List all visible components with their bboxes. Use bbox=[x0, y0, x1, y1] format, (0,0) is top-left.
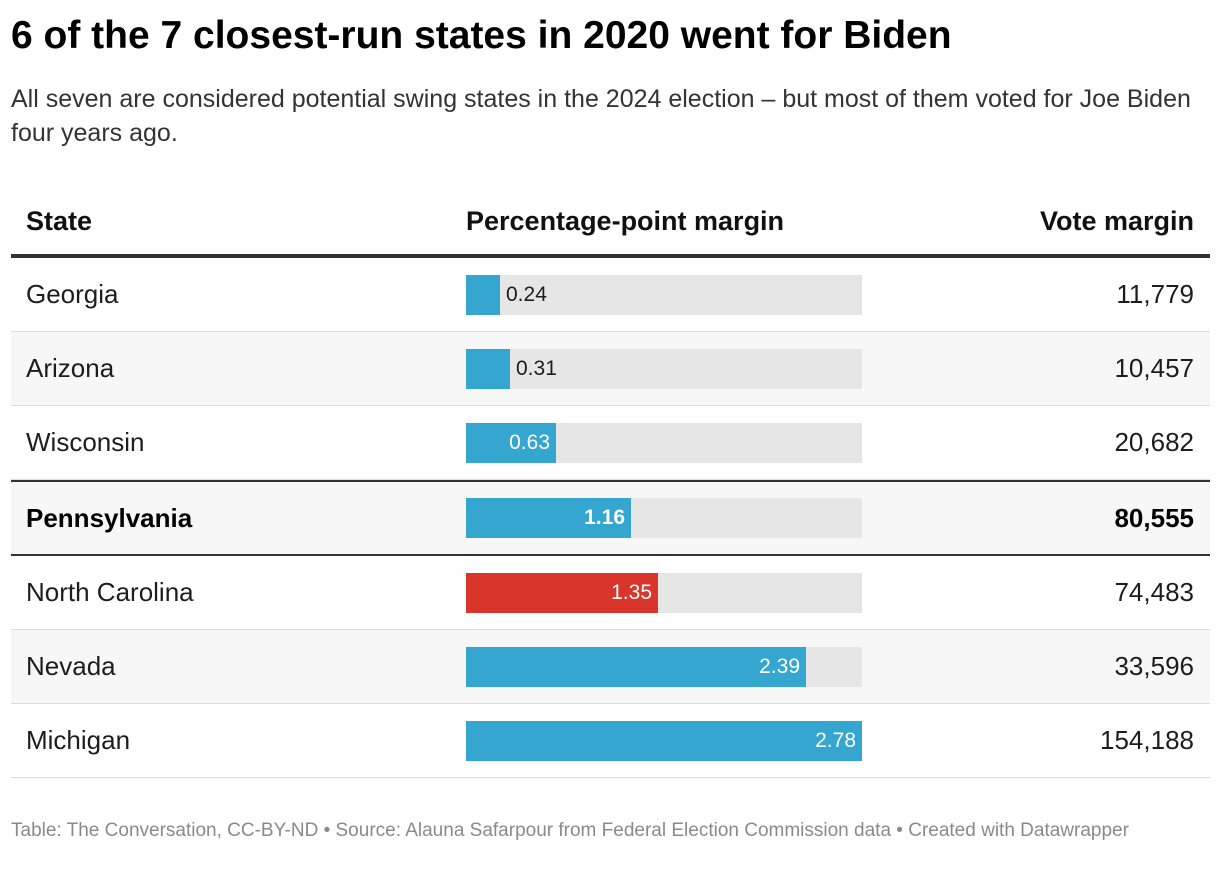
state-name: Michigan bbox=[26, 725, 131, 755]
margin-bar bbox=[466, 498, 631, 538]
table-row: Michigan 2.78 154,188 bbox=[11, 704, 1210, 778]
margin-bar-track: 1.16 bbox=[466, 498, 862, 538]
column-header-vote-margin[interactable]: Vote margin bbox=[1039, 206, 1194, 236]
table-row: Arizona 0.31 10,457 bbox=[11, 332, 1210, 406]
margin-bar-track: 0.63 bbox=[466, 422, 862, 463]
data-table: State Percentage-point margin Vote margi… bbox=[11, 190, 1210, 778]
margin-bar-label: 2.39 bbox=[759, 654, 800, 678]
chart-footer: Table: The Conversation, CC-BY-ND • Sour… bbox=[11, 820, 1129, 841]
state-name: Pennsylvania bbox=[26, 502, 193, 533]
margin-bar-track: 0.24 bbox=[466, 274, 862, 315]
chart-title: 6 of the 7 closest-run states in 2020 we… bbox=[11, 14, 952, 57]
margin-bar-label: 0.63 bbox=[509, 430, 550, 454]
table-row: Georgia 0.24 11,779 bbox=[11, 258, 1210, 332]
margin-bar-label: 1.35 bbox=[611, 580, 652, 604]
vote-margin: 20,682 bbox=[1114, 427, 1194, 457]
vote-margin: 10,457 bbox=[1114, 353, 1194, 383]
margin-bar-track: 2.39 bbox=[466, 646, 862, 687]
margin-bar bbox=[466, 274, 500, 315]
vote-margin: 11,779 bbox=[1116, 279, 1194, 309]
vote-margin: 33,596 bbox=[1114, 651, 1194, 681]
state-name: North Carolina bbox=[26, 577, 194, 607]
margin-bar-track: 0.31 bbox=[466, 348, 862, 389]
margin-bar-track: 1.35 bbox=[466, 572, 862, 613]
margin-bar bbox=[466, 422, 556, 463]
state-name: Georgia bbox=[26, 279, 119, 309]
column-header-percentage-margin[interactable]: Percentage-point margin bbox=[466, 206, 785, 236]
state-name: Arizona bbox=[26, 353, 115, 383]
table-header: State Percentage-point margin Vote margi… bbox=[11, 190, 1210, 258]
table-row: Wisconsin 0.63 20,682 bbox=[11, 406, 1210, 480]
margin-bar-label: 1.16 bbox=[584, 506, 625, 529]
margin-bar-track: 2.78 bbox=[466, 720, 862, 761]
state-name: Nevada bbox=[26, 651, 116, 681]
table-body: Georgia 0.24 11,779 Arizona 0.31 10,457 Wiscon… bbox=[11, 258, 1210, 778]
margin-bar bbox=[466, 720, 862, 761]
state-name: Wisconsin bbox=[26, 427, 145, 457]
margin-bar-label: 2.78 bbox=[815, 728, 856, 752]
margin-bar-label: 0.24 bbox=[506, 282, 547, 306]
vote-margin: 80,555 bbox=[1114, 502, 1194, 533]
margin-bar bbox=[466, 646, 806, 687]
table-row: Pennsylvania 1.16 80,555 bbox=[11, 480, 1210, 556]
margin-bar bbox=[466, 348, 510, 389]
table-row: Nevada 2.39 33,596 bbox=[11, 630, 1210, 704]
margin-bar bbox=[466, 572, 658, 613]
chart-subtitle: All seven are considered potential swing… bbox=[11, 85, 1191, 147]
column-header-state[interactable]: State bbox=[26, 206, 93, 236]
vote-margin: 74,483 bbox=[1114, 577, 1194, 607]
vote-margin: 154,188 bbox=[1100, 725, 1194, 755]
margin-bar-label: 0.31 bbox=[516, 356, 557, 380]
table-row: North Carolina 1.35 74,483 bbox=[11, 556, 1210, 630]
